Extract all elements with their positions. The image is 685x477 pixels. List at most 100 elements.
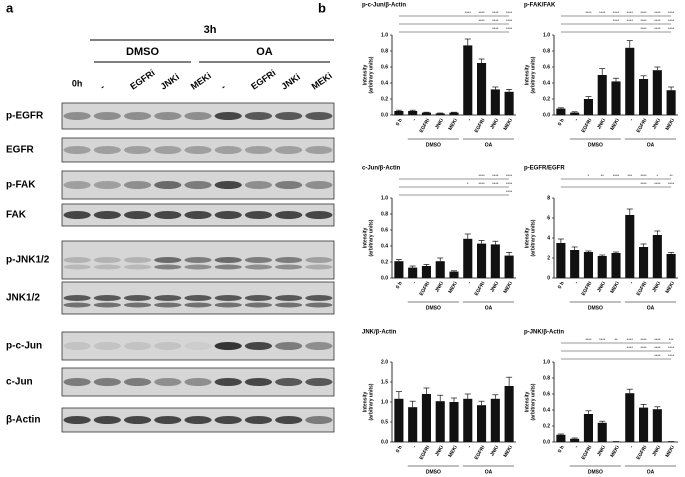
bar (435, 261, 445, 278)
panel-label: a (6, 0, 14, 15)
bar (570, 112, 580, 115)
band (93, 378, 121, 386)
band (63, 211, 91, 219)
x-tick-label: - (629, 117, 635, 122)
significance: **** (492, 181, 499, 186)
x-tick-label: MEKi (447, 117, 459, 131)
bar (449, 271, 459, 278)
x-tick-label: JNKi (489, 280, 500, 293)
bar (421, 266, 431, 278)
band (184, 342, 212, 350)
band (63, 146, 91, 154)
y-tick-label: 1.0 (381, 399, 388, 405)
band (214, 181, 242, 189)
significance: **** (627, 345, 634, 350)
y-tick-label: 1.0 (543, 32, 550, 38)
bar (504, 255, 514, 278)
panel-label: b (318, 0, 326, 15)
x-tick-label: 0 h (557, 445, 566, 454)
y-axis-label: (arbitrary units) (368, 219, 374, 256)
x-tick-label: MEKi (447, 280, 459, 294)
band (275, 416, 303, 424)
band (214, 257, 242, 263)
bar (652, 70, 662, 115)
band (154, 181, 182, 189)
x-tick-label: - (467, 117, 473, 122)
bar (490, 89, 500, 115)
group-label: DMSO (588, 305, 603, 311)
band (63, 181, 91, 189)
x-tick-label: EGFRi (580, 280, 593, 297)
y-tick-label: 1.0 (381, 32, 388, 38)
x-tick-label: EGFRi (418, 280, 431, 297)
chart-title: p-FAK/FAK (524, 3, 556, 9)
lane-label: EGFRi (249, 68, 277, 92)
chart-title: JNK/β-Actin (362, 330, 397, 336)
significance: **** (640, 181, 647, 186)
x-tick-label: JNKi (596, 280, 607, 293)
y-tick-label: 2 (547, 255, 550, 261)
y-tick-label: 4 (547, 235, 550, 241)
band (93, 181, 121, 189)
band (154, 264, 182, 270)
significance: **** (640, 26, 647, 31)
time-label: 3h (204, 24, 217, 36)
bar (583, 99, 593, 115)
significance: **** (627, 18, 634, 23)
significance: **** (506, 189, 513, 194)
band (244, 378, 273, 386)
band (93, 416, 121, 424)
band (154, 302, 182, 308)
x-tick-label: JNKi (489, 117, 500, 130)
x-tick-label: JNKi (596, 444, 607, 457)
bar (408, 111, 418, 115)
x-tick-label: MEKi (503, 117, 515, 131)
y-tick-label: 0 (547, 275, 550, 281)
significance: **** (478, 173, 485, 178)
significance: *** (669, 337, 674, 342)
x-tick-label: MEKi (665, 117, 677, 131)
significance: **** (465, 10, 472, 15)
y-tick-label: 0.2 (543, 423, 550, 429)
bar (435, 401, 445, 442)
band (244, 416, 273, 424)
y-axis-label: (arbitrary units) (368, 383, 374, 420)
bar (504, 91, 514, 115)
significance: **** (640, 18, 647, 23)
lane-label: MEKi (310, 70, 334, 91)
y-tick-label: 8 (547, 195, 550, 201)
band (275, 112, 303, 120)
bar (570, 438, 580, 442)
chart-title: c-Jun/β-Actin (362, 166, 401, 172)
significance: **** (506, 10, 513, 15)
y-axis-label: Intensity (362, 65, 368, 86)
bar (611, 253, 621, 278)
bar (583, 252, 593, 278)
band (275, 302, 303, 308)
band (93, 257, 121, 263)
band (154, 342, 182, 350)
significance: **** (613, 18, 620, 23)
x-tick-label: JNKi (596, 117, 607, 130)
significance: * (657, 173, 659, 178)
x-tick-label: EGFRi (580, 117, 593, 134)
band (305, 257, 333, 263)
significance: **** (478, 18, 485, 23)
group-label: DMSO (588, 142, 603, 148)
bar (477, 243, 487, 278)
band (93, 211, 121, 219)
band (123, 342, 152, 350)
bar (463, 398, 473, 442)
x-tick-label: - (412, 444, 418, 449)
band (63, 302, 91, 308)
y-tick-label: 0.6 (543, 64, 550, 70)
x-tick-label: MEKi (609, 444, 621, 458)
band (154, 257, 182, 263)
row-label: p-c-Jun (6, 341, 42, 352)
bar (583, 414, 593, 442)
significance: **** (668, 345, 675, 350)
y-axis-label: (arbitrary units) (530, 219, 536, 256)
x-tick-label: JNKi (651, 280, 662, 293)
bar (490, 244, 500, 278)
